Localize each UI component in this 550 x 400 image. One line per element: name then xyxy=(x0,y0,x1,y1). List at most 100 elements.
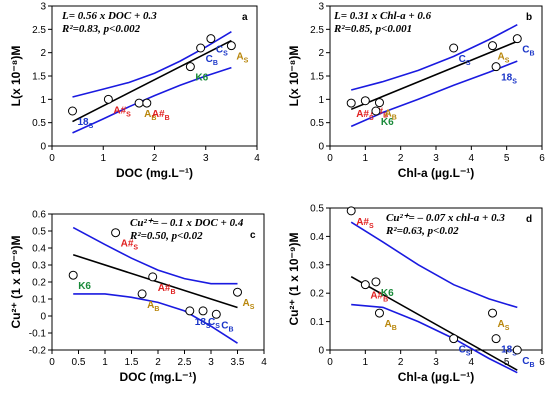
data-point xyxy=(374,98,384,108)
equation-text: R²=0.63, p<0.02 xyxy=(385,225,459,237)
y-tick-label: 0 xyxy=(40,312,46,323)
y-axis-title: Cu²⁺ (1 x 10⁻⁹)M xyxy=(287,232,301,325)
data-point-label: CS xyxy=(459,345,471,358)
y-tick-label: 0.1 xyxy=(32,295,46,306)
ci-lower-line xyxy=(73,293,238,344)
y-tick-label: 1.5 xyxy=(32,72,46,83)
data-point xyxy=(371,277,381,287)
data-point xyxy=(449,43,459,53)
data-point xyxy=(185,306,195,316)
y-tick-label: 1.5 xyxy=(310,72,324,83)
data-point xyxy=(68,106,77,116)
data-point xyxy=(512,34,522,44)
data-point xyxy=(185,62,195,72)
data-point-label: CB xyxy=(522,356,534,369)
equation-text: R²=0.83, p<0.002 xyxy=(61,23,141,35)
x-tick-label: 0 xyxy=(49,153,55,164)
y-tick-label: 0.3 xyxy=(310,260,324,271)
ci-lower-line xyxy=(72,66,232,134)
panel-b: 0 1 2 3 4 5 6 0 0.5 1 1.5 2 2.5 3 Chl-a (µg.L⁻¹) L(x 10… xyxy=(287,2,545,181)
data-point xyxy=(512,345,522,355)
x-tick-label: 2 xyxy=(152,153,158,164)
data-point xyxy=(196,43,206,53)
x-axis-title: Chl-a (µg.L⁻¹) xyxy=(398,370,475,384)
y-tick-label: 3 xyxy=(40,2,46,13)
y-axis-title: L(x 10⁻⁸)M xyxy=(287,46,301,107)
x-tick-label: 1 xyxy=(100,153,106,164)
data-point xyxy=(360,96,370,106)
y-tick-label: 0 xyxy=(318,346,324,357)
data-point-label: AB xyxy=(144,109,156,122)
y-tick-label: 1 xyxy=(318,95,324,106)
data-point-label: A#B xyxy=(158,283,176,296)
x-tick-label: 2 xyxy=(398,153,404,164)
y-tick-label: 0.2 xyxy=(310,289,324,300)
panel-letter: a xyxy=(242,12,248,23)
x-axis-title: DOC (mg.L⁻¹) xyxy=(116,166,193,180)
y-tick-label: 2.5 xyxy=(32,25,46,36)
data-point xyxy=(346,206,356,216)
data-point xyxy=(488,308,498,318)
ci-upper-line xyxy=(350,221,518,309)
data-point-label: A#B xyxy=(152,109,170,122)
data-point xyxy=(111,228,121,238)
y-tick-label: 2.5 xyxy=(310,25,324,36)
x-tick-label: 6 xyxy=(539,153,545,164)
x-axis-title: DOC (mg.L⁻¹) xyxy=(120,370,197,384)
x-tick-label: 4 xyxy=(469,153,475,164)
data-point xyxy=(346,98,356,108)
regression-line xyxy=(350,40,518,111)
y-tick-label: 0 xyxy=(318,142,324,153)
data-point xyxy=(137,289,147,299)
x-tick-label: 1 xyxy=(363,153,369,164)
ci-upper-line xyxy=(72,31,232,98)
x-tick-label: 1 xyxy=(363,357,369,368)
data-point xyxy=(371,106,381,116)
panel-letter: c xyxy=(250,230,256,241)
data-point-label: CB xyxy=(522,45,534,58)
x-tick-label: 1 xyxy=(102,357,108,368)
panel-letter: d xyxy=(526,214,532,225)
data-point-label: K6 xyxy=(195,73,208,84)
data-point xyxy=(148,272,158,282)
y-tick-label: 0.3 xyxy=(32,261,46,272)
y-axis-title: Cu²⁺ (1 x 10⁻⁹)M xyxy=(9,235,23,328)
x-tick-label: 4 xyxy=(254,153,260,164)
data-point-label: A#B xyxy=(370,291,388,304)
data-point-label: 18S xyxy=(78,117,94,130)
data-point-label: 18S xyxy=(501,345,517,358)
x-tick-label: 3 xyxy=(203,153,209,164)
data-point xyxy=(103,94,113,104)
regression-line xyxy=(72,39,232,123)
y-tick-label: 2 xyxy=(40,48,46,59)
y-tick-label: 0.5 xyxy=(32,118,46,129)
x-tick-label: 0 xyxy=(327,153,333,164)
data-point xyxy=(226,41,236,51)
x-tick-label: 6 xyxy=(539,357,545,368)
equation-text: R²=0.85, p<0.001 xyxy=(333,23,412,35)
panel-d: 0 1 2 3 4 5 6 0 0.1 0.2 0.3 0.4 0.5 Chl-a (µg.L⁻¹) Cu²… xyxy=(287,204,545,385)
ci-upper-line xyxy=(350,23,518,91)
data-point xyxy=(211,309,221,319)
equation-text: Cu²⁺= – 0.07 x chl-a + 0.3 xyxy=(386,212,505,224)
x-tick-label: 3 xyxy=(433,153,439,164)
y-tick-label: 0 xyxy=(40,142,46,153)
data-point-label: AB xyxy=(147,300,159,313)
data-point-label: CS xyxy=(216,45,228,58)
panel-letter: b xyxy=(526,12,532,23)
x-tick-label: 3.5 xyxy=(231,357,245,368)
data-point xyxy=(233,287,242,297)
y-tick-label: 0.4 xyxy=(32,244,46,255)
data-point xyxy=(488,41,498,51)
x-tick-label: 4 xyxy=(261,357,267,368)
equation-text: Cu²⁺= – 0.1 x DOC + 0.4 xyxy=(130,217,244,229)
panel-c: 0 0.5 1 1.5 2 2.5 3 3.5 4 -0.2 -0.1 0 0.1 0.2 0.3 0.4 0.… xyxy=(9,210,267,385)
data-point xyxy=(360,280,370,290)
data-point xyxy=(68,270,78,280)
x-tick-label: 2.5 xyxy=(178,357,192,368)
x-tick-label: 3 xyxy=(208,357,214,368)
data-point-label: CB xyxy=(221,320,233,333)
y-tick-label: -0.1 xyxy=(29,329,47,340)
y-tick-label: 1 xyxy=(40,95,46,106)
